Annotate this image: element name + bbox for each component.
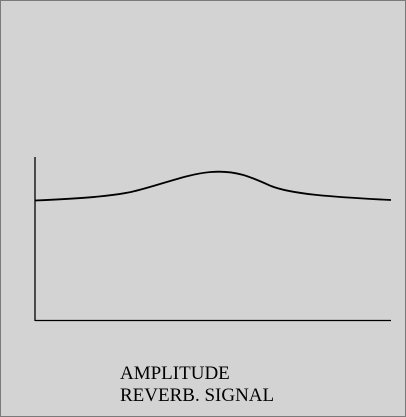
signal-curve <box>34 170 392 202</box>
caption-line-reverb-signal: REVERB. SIGNAL <box>120 385 275 406</box>
diagram-caption: AMPLITUDE REVERB. SIGNAL <box>120 363 274 407</box>
caption-line-amplitude: AMPLITUDE <box>120 363 230 384</box>
